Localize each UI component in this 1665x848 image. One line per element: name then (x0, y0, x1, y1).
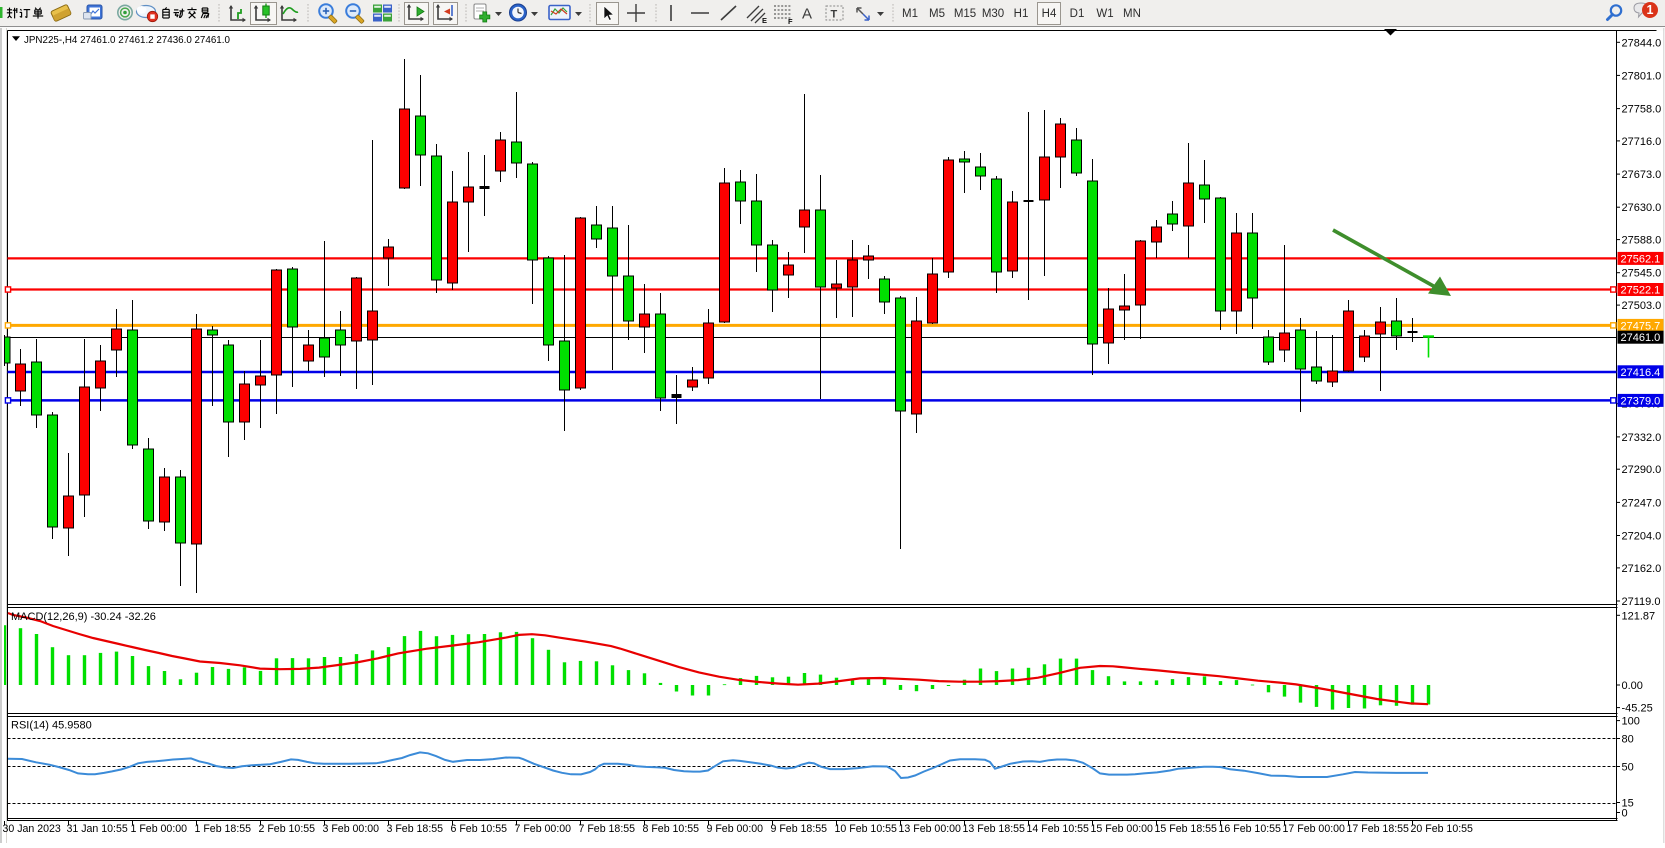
svg-text:W1: W1 (1096, 8, 1113, 20)
svg-text:27545.0: 27545.0 (1622, 268, 1662, 280)
svg-text:27588.0: 27588.0 (1622, 235, 1662, 247)
svg-text:3 Feb 18:55: 3 Feb 18:55 (387, 823, 444, 835)
svg-text:7 Feb 00:00: 7 Feb 00:00 (515, 823, 572, 835)
svg-text:H4: H4 (1042, 8, 1057, 20)
svg-text:27503.0: 27503.0 (1622, 300, 1662, 312)
svg-text:27562.1: 27562.1 (1621, 253, 1661, 265)
svg-text:1: 1 (1647, 3, 1654, 17)
svg-text:T: T (831, 9, 838, 21)
svg-text:27119.0: 27119.0 (1622, 596, 1661, 608)
svg-text:M15: M15 (954, 8, 976, 20)
svg-text:27461.0: 27461.0 (1621, 332, 1661, 344)
svg-text:6 Feb 10:55: 6 Feb 10:55 (451, 823, 508, 835)
svg-text:9 Feb 00:00: 9 Feb 00:00 (707, 823, 764, 835)
svg-text:7 Feb 18:55: 7 Feb 18:55 (579, 823, 636, 835)
svg-text:0.00: 0.00 (1622, 680, 1643, 692)
svg-text:50: 50 (1622, 762, 1634, 774)
svg-text:-45.25: -45.25 (1622, 703, 1653, 715)
svg-text:D1: D1 (1070, 8, 1085, 20)
svg-text:9 Feb 18:55: 9 Feb 18:55 (771, 823, 828, 835)
svg-text:15 Feb 00:00: 15 Feb 00:00 (1091, 823, 1154, 835)
svg-text:27844.0: 27844.0 (1622, 37, 1662, 49)
svg-text:M30: M30 (982, 8, 1004, 20)
svg-text:27716.0: 27716.0 (1622, 136, 1662, 148)
svg-text:JPN225-,H4 27461.0 27461.2 27: JPN225-,H4 27461.0 27461.2 27436.0 27461… (24, 35, 230, 46)
svg-text:14 Feb 10:55: 14 Feb 10:55 (1027, 823, 1090, 835)
svg-text:80: 80 (1622, 734, 1634, 746)
svg-text:10 Feb 10:55: 10 Feb 10:55 (835, 823, 898, 835)
svg-text:E: E (762, 16, 767, 25)
svg-text:1 Feb 00:00: 1 Feb 00:00 (131, 823, 188, 835)
svg-text:27416.4: 27416.4 (1621, 367, 1661, 379)
svg-text:17 Feb 00:00: 17 Feb 00:00 (1283, 823, 1346, 835)
svg-text:27162.0: 27162.0 (1622, 563, 1662, 575)
svg-text:27758.0: 27758.0 (1622, 104, 1662, 116)
svg-text:27290.0: 27290.0 (1622, 464, 1662, 476)
svg-text:27247.0: 27247.0 (1622, 497, 1662, 509)
svg-text:20 Feb 10:55: 20 Feb 10:55 (1411, 823, 1474, 835)
svg-text:13 Feb 00:00: 13 Feb 00:00 (899, 823, 962, 835)
svg-text:F: F (788, 17, 793, 26)
svg-text:27332.0: 27332.0 (1622, 432, 1662, 444)
svg-text:1 Feb 18:55: 1 Feb 18:55 (195, 823, 252, 835)
svg-text:121.87: 121.87 (1622, 610, 1656, 622)
svg-text:30 Jan 2023: 30 Jan 2023 (3, 823, 61, 835)
svg-text:27522.1: 27522.1 (1621, 285, 1661, 297)
svg-text:17 Feb 18:55: 17 Feb 18:55 (1347, 823, 1410, 835)
svg-text:H1: H1 (1014, 8, 1029, 20)
svg-text:27379.0: 27379.0 (1621, 395, 1661, 407)
svg-text:A: A (802, 6, 812, 23)
svg-text:M1: M1 (902, 8, 918, 20)
svg-text:13 Feb 18:55: 13 Feb 18:55 (963, 823, 1026, 835)
svg-text:27630.0: 27630.0 (1622, 202, 1662, 214)
svg-text:3 Feb 00:00: 3 Feb 00:00 (323, 823, 380, 835)
svg-text:MN: MN (1123, 8, 1141, 20)
svg-text:RSI(14) 45.9580: RSI(14) 45.9580 (11, 720, 92, 732)
svg-text:15 Feb 18:55: 15 Feb 18:55 (1155, 823, 1218, 835)
svg-text:100: 100 (1622, 716, 1640, 728)
svg-text:2 Feb 10:55: 2 Feb 10:55 (259, 823, 316, 835)
svg-text:27204.0: 27204.0 (1622, 531, 1662, 543)
svg-text:0: 0 (1622, 808, 1628, 820)
svg-text:27801.0: 27801.0 (1622, 70, 1662, 82)
svg-text:MACD(12,26,9) -30.24 -32.26: MACD(12,26,9) -30.24 -32.26 (11, 611, 156, 623)
svg-text:27673.0: 27673.0 (1622, 169, 1662, 181)
svg-text:M5: M5 (929, 8, 945, 20)
svg-text:31 Jan 10:55: 31 Jan 10:55 (67, 823, 128, 835)
svg-text:8 Feb 10:55: 8 Feb 10:55 (643, 823, 700, 835)
svg-text:16 Feb 10:55: 16 Feb 10:55 (1219, 823, 1282, 835)
svg-text:27475.7: 27475.7 (1621, 320, 1661, 332)
